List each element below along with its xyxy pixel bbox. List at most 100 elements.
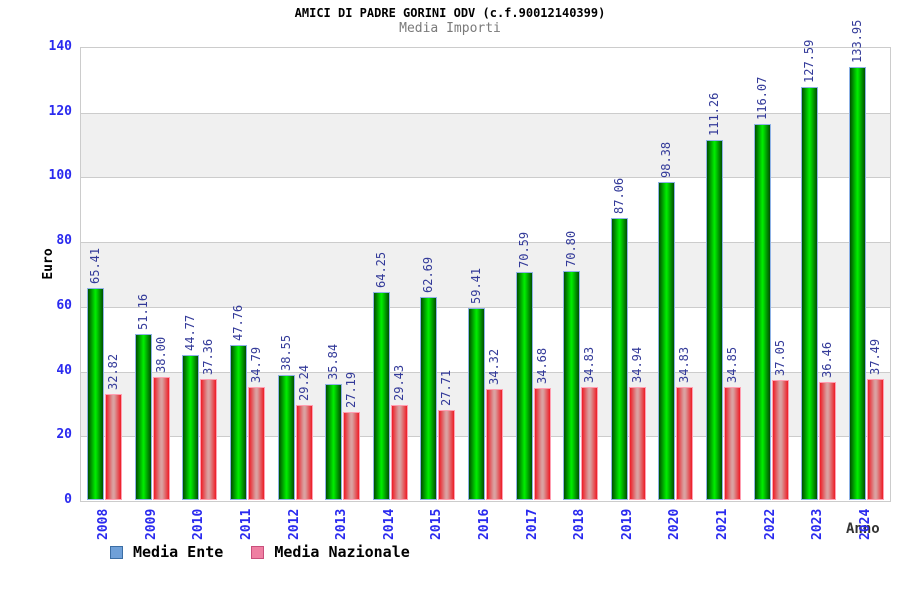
bar-media-ente-2011 xyxy=(230,345,248,500)
bar-media-ente-2013 xyxy=(325,384,343,500)
legend-swatch-media-nazionale xyxy=(251,545,265,559)
value-label-media-nazionale-2016: 34.32 xyxy=(487,348,501,385)
bar-media-nazionale-2009 xyxy=(152,377,170,500)
value-label-media-ente-2011: 47.76 xyxy=(231,305,246,342)
chart-title: AMICI DI PADRE GORINI ODV (c.f.900121403… xyxy=(294,6,606,20)
x-tick-label-2016: 2016 xyxy=(477,508,492,540)
bar-media-ente-2019 xyxy=(610,218,628,500)
bar-media-nazionale-2010 xyxy=(200,379,218,500)
value-label-media-nazionale-2024: 37.49 xyxy=(867,338,882,375)
value-label-media-nazionale-2009: 38.00 xyxy=(153,336,168,374)
bar-media-nazionale-2020 xyxy=(676,387,694,500)
bar-media-ente-2018 xyxy=(563,270,581,500)
value-label-media-nazionale-2017: 34.68 xyxy=(534,347,549,384)
legend-item-media-nazionale: Media Nazionale xyxy=(251,543,410,561)
x-tick-label-2022: 2022 xyxy=(762,508,778,540)
bar-media-ente-2022 xyxy=(753,124,771,500)
value-label-media-ente-2019: 87.06 xyxy=(611,178,626,215)
bar-media-ente-2016 xyxy=(468,307,485,500)
x-tick-label-2024: 2024 xyxy=(857,508,873,540)
x-tick-label-2021: 2021 xyxy=(714,508,730,540)
bar-media-nazionale-2013 xyxy=(343,412,361,500)
value-label-media-ente-2014: 64.25 xyxy=(373,251,388,289)
value-label-media-nazionale-2011: 34.79 xyxy=(249,347,264,384)
value-label-media-nazionale-2022: 37.05 xyxy=(772,339,787,377)
x-tick-label-2013: 2013 xyxy=(334,508,350,540)
value-label-media-ente-2012: 38.55 xyxy=(278,335,293,372)
x-axis-label: Anno xyxy=(846,521,880,537)
y-tick-label: 0 xyxy=(64,492,72,507)
value-label-media-nazionale-2018: 34.83 xyxy=(582,347,597,384)
plot-band xyxy=(81,48,890,113)
gridline xyxy=(81,306,890,308)
bar-media-nazionale-2014 xyxy=(390,404,408,500)
value-label-media-nazionale-2012: 29.24 xyxy=(296,365,311,402)
legend-label-media-nazionale: Media Nazionale xyxy=(274,543,410,561)
bar-media-ente-2021 xyxy=(705,139,723,500)
bar-media-ente-2017 xyxy=(515,271,533,500)
bar-media-nazionale-2012 xyxy=(295,405,313,500)
value-label-media-ente-2015: 62.69 xyxy=(421,257,436,294)
x-tick-label-2023: 2023 xyxy=(810,508,826,540)
value-label-media-nazionale-2015: 27.71 xyxy=(439,370,454,407)
value-label-media-ente-2021: 111.26 xyxy=(706,92,721,136)
value-label-media-ente-2022: 116.07 xyxy=(754,77,769,121)
legend-item-media-ente: Media Ente xyxy=(110,543,223,561)
value-label-media-ente-2013: 35.84 xyxy=(326,343,341,381)
bar-media-ente-2014 xyxy=(372,292,390,500)
value-label-media-nazionale-2008: 32.82 xyxy=(106,353,121,390)
bar-media-nazionale-2019 xyxy=(628,386,646,500)
x-tick-label-2019: 2019 xyxy=(619,508,635,540)
x-tick-label-2009: 2009 xyxy=(143,508,159,540)
x-tick-label-2017: 2017 xyxy=(524,508,540,540)
bar-media-nazionale-2017 xyxy=(533,387,551,500)
bar-media-nazionale-2016 xyxy=(486,388,503,500)
bar-media-nazionale-2018 xyxy=(581,387,599,500)
bar-media-nazionale-2024 xyxy=(866,378,884,500)
y-tick-label: 140 xyxy=(48,39,72,54)
value-label-media-nazionale-2014: 29.43 xyxy=(391,364,406,401)
gridline xyxy=(81,177,890,179)
value-label-media-ente-2024: 133.95 xyxy=(849,19,864,63)
gridline xyxy=(81,112,890,114)
value-label-media-nazionale-2021: 34.85 xyxy=(724,347,739,384)
x-tick-label-2020: 2020 xyxy=(667,508,683,540)
bar-media-ente-2008 xyxy=(87,288,105,500)
bar-media-ente-2009 xyxy=(134,334,152,500)
y-tick-label: 40 xyxy=(56,362,72,378)
value-label-media-nazionale-2013: 27.19 xyxy=(344,371,359,409)
value-label-media-nazionale-2010: 37.36 xyxy=(201,338,216,376)
bar-media-nazionale-2023 xyxy=(819,382,837,500)
legend-label-media-ente: Media Ente xyxy=(133,543,224,561)
value-label-media-ente-2017: 70.59 xyxy=(516,231,531,268)
value-label-media-ente-2008: 65.41 xyxy=(88,248,103,285)
bar-media-ente-2012 xyxy=(277,375,295,500)
value-label-media-ente-2009: 51.16 xyxy=(135,294,150,331)
bar-media-ente-2023 xyxy=(801,87,819,500)
legend: Media Ente Media Nazionale xyxy=(110,543,410,561)
bar-media-ente-2020 xyxy=(658,181,676,500)
y-tick-label: 60 xyxy=(56,297,72,313)
y-tick-label: 80 xyxy=(56,233,72,249)
legend-swatch-media-ente xyxy=(110,545,123,559)
bar-media-ente-2024 xyxy=(848,66,866,500)
y-tick-label: 120 xyxy=(48,103,72,119)
bar-media-nazionale-2008 xyxy=(105,393,123,500)
value-label-media-ente-2023: 127.59 xyxy=(802,39,817,84)
value-label-media-nazionale-2023: 36.46 xyxy=(820,341,835,379)
bar-media-nazionale-2021 xyxy=(723,387,741,500)
chart-subtitle: Media Importi xyxy=(399,21,501,36)
y-tick-label: 100 xyxy=(48,168,72,184)
x-tick-label-2008: 2008 xyxy=(96,508,112,540)
bar-media-ente-2010 xyxy=(182,355,200,500)
value-label-media-nazionale-2019: 34.94 xyxy=(629,346,644,383)
gridline xyxy=(81,371,890,373)
value-label-media-ente-2016: 59.41 xyxy=(469,267,483,304)
x-tick-label-2011: 2011 xyxy=(239,508,255,540)
gridline xyxy=(81,436,890,438)
x-tick-label-2014: 2014 xyxy=(381,508,397,540)
bar-media-nazionale-2022 xyxy=(771,380,789,500)
value-label-media-ente-2010: 44.77 xyxy=(183,315,198,352)
gridline xyxy=(81,242,890,244)
